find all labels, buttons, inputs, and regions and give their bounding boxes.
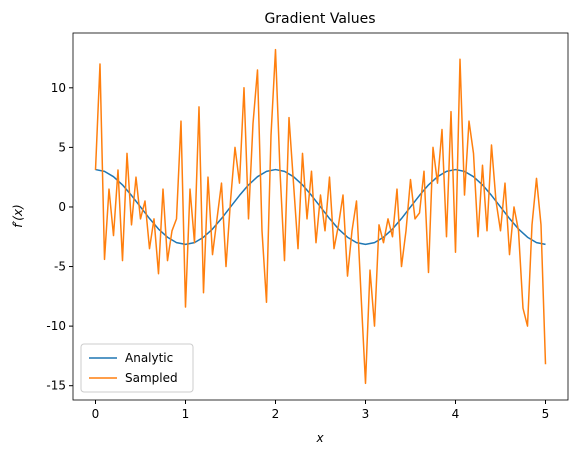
y-tick-label: -15 [46,379,66,393]
x-tick-label: 0 [92,407,100,421]
legend-label: Sampled [125,371,178,385]
y-tick-label: 0 [58,200,66,214]
y-axis-label: f′(x) [11,204,25,227]
x-tick-label: 4 [452,407,460,421]
y-tick-label: -5 [54,260,66,274]
x-tick-label: 1 [182,407,190,421]
x-tick-label: 5 [542,407,550,421]
x-tick-label: 3 [362,407,370,421]
series-line [94,48,547,385]
legend-box [80,343,194,393]
legend-label: Analytic [125,351,173,365]
plot-frame [72,32,569,401]
y-tick-label: -10 [46,319,66,333]
x-axis-label: x [315,431,324,445]
y-tick-label: 10 [51,81,66,95]
chart-title: Gradient Values [264,11,375,27]
x-tick-label: 2 [272,407,280,421]
y-tick-label: 5 [58,140,66,154]
